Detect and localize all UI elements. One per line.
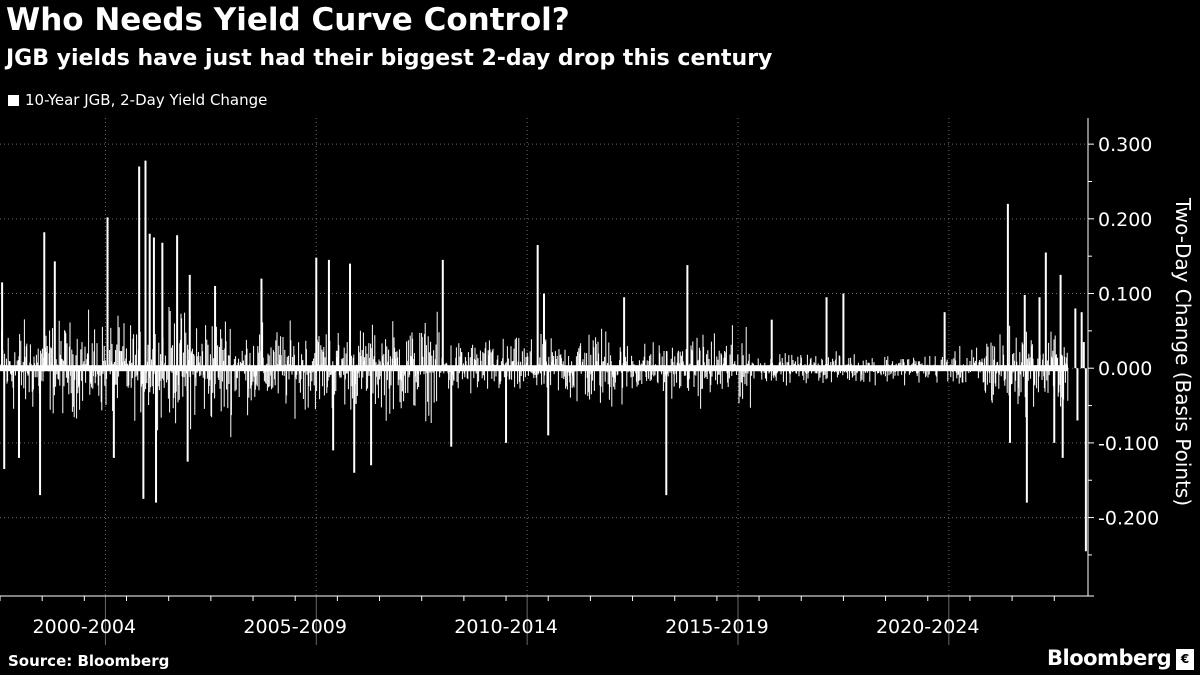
x-category-label: 2015-2019 [665,616,769,638]
chart-title: Who Needs Yield Curve Control? [6,2,570,38]
bloomberg-mark-icon: € [1176,649,1194,670]
legend-swatch [8,94,19,106]
y-tick-label: 0.300 [1098,134,1152,156]
series-bars [0,307,1069,438]
y-tick-label: 0.000 [1098,358,1152,380]
legend-label: 10-Year JGB, 2-Day Yield Change [25,91,268,109]
zero-band [0,365,1068,372]
source-note: Source: Bloomberg [8,652,170,670]
yield-change-series [0,160,1087,552]
x-category-label: 2010-2014 [454,616,558,638]
legend: 10-Year JGB, 2-Day Yield Change [8,91,267,109]
axes: 0.300 0.200 0.100 0.000 -0.100 -0.200 2000-200… [0,118,1159,645]
y-tick-label: -0.200 [1098,508,1159,530]
y-tick-label: -0.100 [1098,433,1159,455]
x-category-label: 2000-2004 [33,616,137,638]
x-category-label: 2020-2024 [876,616,980,638]
y-tick-label: 0.200 [1098,209,1152,231]
x-category-label: 2005-2009 [243,616,347,638]
bloomberg-logo: Bloomberg [1047,646,1172,670]
chart-subtitle: JGB yields have just had their biggest 2… [6,46,773,71]
y-axis-label: Two-Day Change (Basis Points) [1171,197,1195,507]
y-tick-label: 0.100 [1098,284,1152,306]
